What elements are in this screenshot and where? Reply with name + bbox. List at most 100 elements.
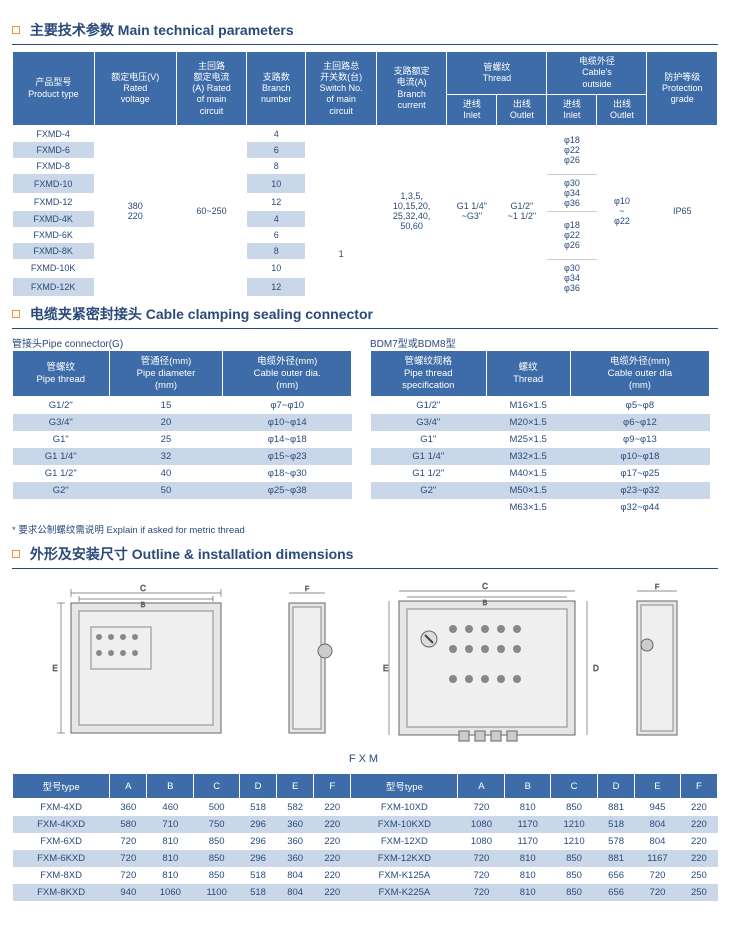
table-cell: M32×1.5 [486, 448, 570, 465]
table-row: G2"50φ25~φ38 [13, 482, 352, 499]
table-cell: 220 [314, 850, 351, 867]
table-cell: 500 [194, 799, 240, 817]
section3-title: 外形及安装尺寸 Outline & installation dimension… [12, 544, 718, 569]
table-header: F [314, 774, 351, 799]
table-cell: 220 [680, 799, 717, 817]
table-cell: 1170 [505, 833, 551, 850]
table-cell: FXM-6KXD [13, 850, 110, 867]
table-header: D [598, 774, 635, 799]
table-cell: φ23~φ32 [570, 482, 709, 499]
dimensions-table: 型号typeABCDEF型号typeABCDEF FXM-4XD36046050… [12, 773, 718, 901]
table-cell: FXMD-8 [13, 158, 95, 174]
table-cell: 1080 [458, 816, 505, 833]
table-cell: G2" [13, 482, 110, 499]
table-cell: 518 [598, 816, 635, 833]
table-cell: 810 [147, 867, 194, 884]
table-cell: 850 [551, 850, 598, 867]
table-cell: φ15~φ23 [223, 448, 352, 465]
table-cell: 8 [247, 243, 306, 259]
table-cell [306, 126, 377, 212]
table-header: C [551, 774, 598, 799]
table-cell: M40×1.5 [486, 465, 570, 482]
table-row: FXM-6XD720810850296360220FXM-12XD1080117… [13, 833, 718, 850]
table-cell: 720 [458, 799, 505, 817]
svg-text:E: E [52, 664, 57, 673]
table-cell: FXM-8KXD [13, 884, 110, 901]
table-cell: φ10~φ22 [597, 126, 647, 296]
table-header: A [458, 774, 505, 799]
table-header: C [194, 774, 240, 799]
table-cell: 40 [109, 465, 223, 482]
table-header: 管螺纹规格Pipe threadspecification [371, 350, 487, 397]
table-header: 电缆外径(mm)Cable outer dia(mm) [570, 350, 709, 397]
table-cell: G1 1/2" [13, 465, 110, 482]
table-cell: 460 [147, 799, 194, 817]
table-cell: 60~250 [176, 126, 247, 296]
table-cell: 25 [109, 431, 223, 448]
table-cell: 850 [194, 833, 240, 850]
table-cell: 804 [635, 816, 681, 833]
bullet-icon [12, 550, 20, 558]
bullet-icon [12, 26, 20, 34]
table-cell: φ7~φ10 [223, 397, 352, 415]
table-cell: FXMD-4 [13, 126, 95, 143]
table-cell: φ18~φ30 [223, 465, 352, 482]
svg-text:F: F [655, 584, 659, 591]
th-main-current: 主回路额定电流(A) Ratedof maincircuit [176, 52, 247, 126]
table-cell: φ18φ22φ26 [547, 211, 597, 259]
table-cell: 296 [239, 833, 276, 850]
table-row: FXM-8KXD94010601100518804220FXM-K225A720… [13, 884, 718, 901]
table-cell: 360 [277, 816, 314, 833]
table-cell: 1100 [194, 884, 240, 901]
table-cell: FXM-12XD [351, 833, 458, 850]
th-switch: 主回路总开关数(台)Switch No.of maincircuit [306, 52, 377, 126]
table-cell: 1170 [505, 816, 551, 833]
table-cell: 750 [194, 816, 240, 833]
diagram-label: FXM [12, 753, 718, 765]
table-cell: 1210 [551, 833, 598, 850]
table-cell: 850 [551, 884, 598, 901]
table-cell: FXM-4KXD [13, 816, 110, 833]
table-cell: φ5~φ8 [570, 397, 709, 415]
th-cable-in: 进线Inlet [547, 94, 597, 126]
th-cable: 电缆外径Cable'soutside [547, 52, 647, 95]
table-cell: 720 [458, 867, 505, 884]
table-row: FXM-8XD720810850518804220FXM-K125A720810… [13, 867, 718, 884]
table-cell: 710 [147, 816, 194, 833]
table-cell: G1/2" [371, 397, 487, 415]
table-cell: φ14~φ18 [223, 431, 352, 448]
table-header: D [239, 774, 276, 799]
table-cell: IP65 [647, 126, 718, 296]
pipe-connector-table: 管螺纹Pipe thread管通径(mm)Pipe diameter(mm)电缆… [12, 350, 352, 500]
table-row: G1/2"M16×1.5φ5~φ8 [371, 397, 710, 415]
table-cell: 850 [551, 867, 598, 884]
table-cell: 656 [598, 867, 635, 884]
svg-text:B: B [483, 600, 488, 607]
table-row: M63×1.5φ32~φ44 [371, 499, 710, 516]
table-row: FXM-4KXD580710750296360220FXM-10KXD10801… [13, 816, 718, 833]
table-cell [371, 499, 487, 516]
table-cell: FXM-K225A [351, 884, 458, 901]
table-cell: G1 1/4"~G3" [447, 126, 497, 296]
table-cell: G1/2"~1 1/2" [497, 126, 547, 296]
table-cell: G3/4" [371, 414, 487, 431]
table-header: 电缆外径(mm)Cable outer dia.(mm) [223, 350, 352, 397]
table-header: B [505, 774, 551, 799]
table-cell: 582 [277, 799, 314, 817]
table-cell: 720 [458, 884, 505, 901]
table-cell: 220 [680, 850, 717, 867]
table-cell: 296 [239, 816, 276, 833]
table-cell: G1/2" [13, 397, 110, 415]
table-cell: 220 [680, 833, 717, 850]
th-voltage: 额定电压(V)Ratedvoltage [94, 52, 176, 126]
table-cell: 220 [314, 884, 351, 901]
table-cell: 6 [247, 227, 306, 243]
table-cell: FXM-6XD [13, 833, 110, 850]
th-cable-out: 出线Outlet [597, 94, 647, 126]
table-cell: φ32~φ44 [570, 499, 709, 516]
metric-note: * 要求公制螺纹需说明 Explain if asked for metric … [12, 522, 718, 536]
table-cell: G1 1/2" [371, 465, 487, 482]
table-cell: 850 [194, 850, 240, 867]
table-cell: 1 [306, 211, 377, 296]
svg-text:E: E [383, 664, 388, 673]
